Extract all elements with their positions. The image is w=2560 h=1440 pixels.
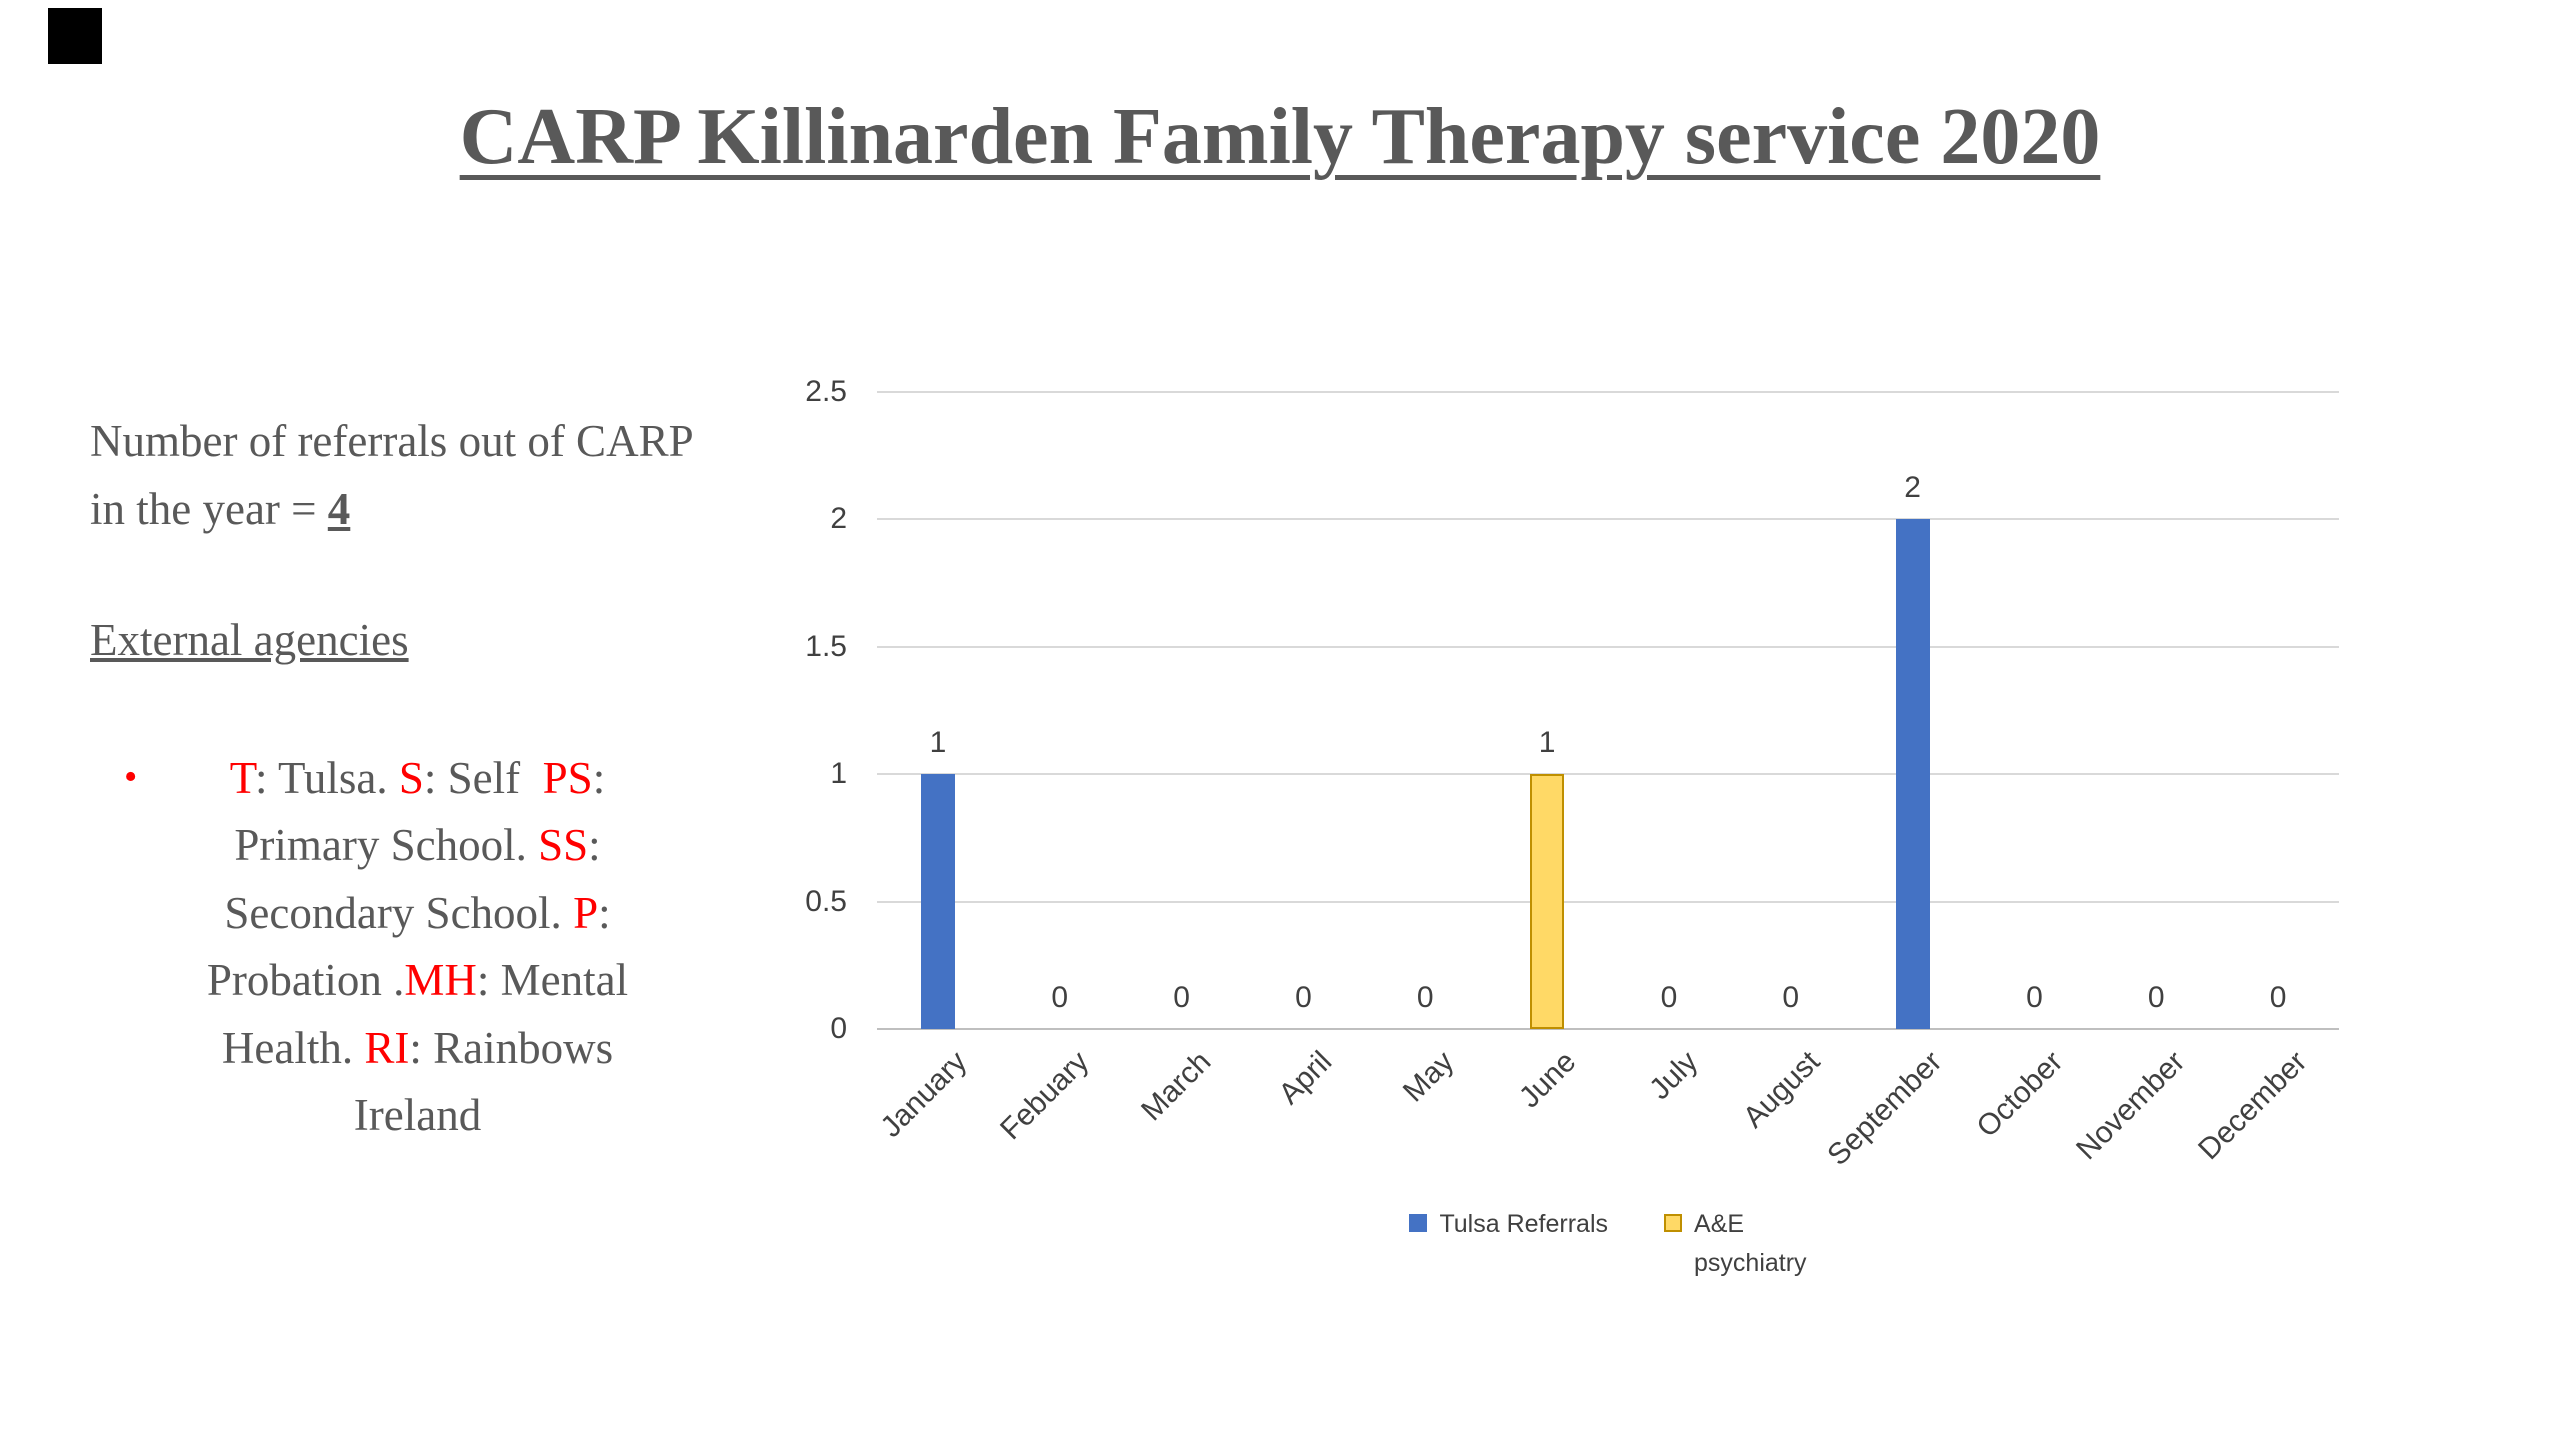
data-label-january: 1 bbox=[929, 726, 947, 760]
data-label-june: 1 bbox=[1538, 726, 1556, 760]
referrals-summary: Number of referrals out of CARP in the y… bbox=[90, 408, 705, 543]
left-text-column: Number of referrals out of CARP in the y… bbox=[90, 408, 705, 1150]
agency-abbreviation: MH bbox=[404, 955, 477, 1005]
data-label-november: 0 bbox=[2147, 981, 2165, 1014]
agency-text: : bbox=[588, 820, 601, 870]
legend-swatch bbox=[1409, 1214, 1428, 1232]
legend-swatch bbox=[1664, 1214, 1683, 1232]
chart-legend: Tulsa Referrals A&E psychiatry bbox=[877, 1205, 2339, 1283]
gridline bbox=[877, 518, 2339, 521]
data-label-december: 0 bbox=[2269, 981, 2287, 1014]
legend-label-line: A&E bbox=[1694, 1210, 1745, 1238]
legend-item: Tulsa Referrals bbox=[1409, 1205, 1608, 1283]
data-label-may: 0 bbox=[1416, 981, 1434, 1014]
gridline bbox=[877, 773, 2339, 776]
agencies-legend-text: T: Tulsa. S: Self PS: Primary School. SS:… bbox=[160, 745, 675, 1150]
y-axis-tick-label: 2.5 bbox=[805, 375, 847, 408]
bar-january bbox=[920, 774, 955, 1029]
agency-text: Secondary School. bbox=[224, 887, 574, 938]
data-label-july: 0 bbox=[1660, 981, 1678, 1014]
agencies-legend-line: Health. RI: Rainbows bbox=[160, 1015, 675, 1083]
agencies-bullet-item: • T: Tulsa. S: Self PS: Primary School. S… bbox=[90, 745, 705, 1150]
legend-label: Tulsa Referrals bbox=[1439, 1205, 1608, 1244]
y-axis-tick-label: 0.5 bbox=[805, 884, 847, 918]
agency-text: : Tulsa. bbox=[255, 752, 399, 803]
agencies-legend-line: Ireland bbox=[160, 1082, 675, 1150]
agency-abbreviation: P bbox=[573, 887, 599, 938]
agency-text: Health. bbox=[221, 1022, 365, 1073]
bullet-marker: • bbox=[124, 755, 138, 798]
gridline bbox=[877, 391, 2339, 393]
y-axis-tick-label: 2 bbox=[830, 502, 847, 536]
agency-abbreviation: T bbox=[229, 752, 256, 803]
legend-item: A&E psychiatry bbox=[1664, 1205, 1807, 1283]
agency-abbreviation: S bbox=[398, 752, 424, 803]
agency-abbreviation: SS bbox=[538, 820, 589, 870]
external-agencies-heading: External agencies bbox=[90, 615, 409, 665]
legend-label-line: Tulsa Referrals bbox=[1439, 1210, 1609, 1238]
data-label-september: 2 bbox=[1904, 471, 1921, 505]
gridline bbox=[877, 900, 2339, 903]
referrals-count: 4 bbox=[327, 483, 351, 534]
x-axis-line bbox=[877, 1028, 2339, 1030]
agency-abbreviation: PS bbox=[542, 752, 593, 803]
agencies-legend-line: Secondary School. P: bbox=[160, 880, 675, 948]
agency-text: Ireland bbox=[353, 1090, 482, 1140]
y-axis-tick-label: 0 bbox=[830, 1012, 847, 1045]
agency-text: : bbox=[592, 752, 606, 803]
data-label-febuary: 0 bbox=[1051, 981, 1069, 1014]
data-label-october: 0 bbox=[2026, 981, 2043, 1014]
referrals-text: Number of referrals out of CARP in the y… bbox=[90, 416, 692, 534]
agency-text: Probation . bbox=[206, 955, 405, 1005]
agency-text: : Mental bbox=[476, 955, 629, 1005]
agencies-legend-line: Primary School. SS: bbox=[160, 812, 675, 880]
data-label-august: 0 bbox=[1782, 981, 1800, 1014]
agency-text: Primary School. bbox=[234, 820, 539, 870]
legend-label-line: psychiatry bbox=[1694, 1248, 1807, 1277]
agencies-legend-line: T: Tulsa. S: Self PS: bbox=[160, 745, 675, 813]
agency-text: : Self bbox=[423, 752, 543, 803]
slide-title: CARP Killinarden Family Therapy service … bbox=[459, 93, 2101, 181]
agency-text: : Rainbows bbox=[409, 1022, 614, 1073]
bar-june bbox=[1530, 774, 1565, 1029]
data-label-march: 0 bbox=[1173, 981, 1190, 1014]
agencies-legend-line: Probation .MH: Mental bbox=[160, 947, 675, 1015]
corner-mark bbox=[48, 8, 102, 64]
y-axis-tick-label: 1.5 bbox=[805, 629, 847, 663]
y-axis-tick-label: 1 bbox=[830, 757, 847, 791]
legend-label: A&E psychiatry bbox=[1694, 1205, 1807, 1283]
data-label-april: 0 bbox=[1295, 981, 1312, 1014]
gridline bbox=[877, 645, 2339, 648]
agency-abbreviation: RI bbox=[364, 1022, 410, 1073]
bar-september bbox=[1895, 519, 1930, 1029]
agency-text: : bbox=[598, 887, 611, 938]
